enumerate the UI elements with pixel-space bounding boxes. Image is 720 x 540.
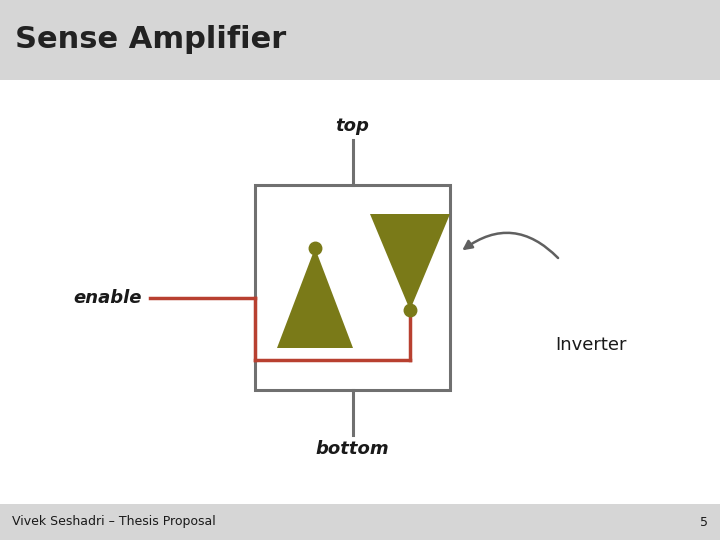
Bar (0, 0, 720, 80)
Text: Sense Amplifier: Sense Amplifier (15, 25, 287, 55)
Bar (255, 185, 450, 390)
Text: top: top (336, 117, 369, 135)
Bar (0, 504, 720, 540)
Text: Inverter: Inverter (555, 336, 626, 354)
Polygon shape (370, 214, 450, 310)
Text: Vivek Seshadri – Thesis Proposal: Vivek Seshadri – Thesis Proposal (12, 516, 216, 529)
Polygon shape (277, 248, 353, 348)
Text: 5: 5 (700, 516, 708, 529)
Bar (0, 80, 720, 504)
Text: enable: enable (73, 289, 142, 307)
Text: bottom: bottom (315, 440, 390, 458)
